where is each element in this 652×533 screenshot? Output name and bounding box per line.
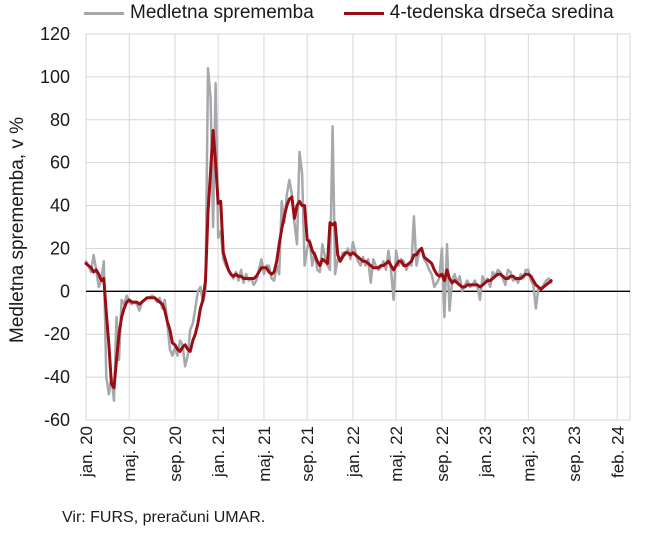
- series-lines: [84, 67, 553, 402]
- x-tick-label: sep. 20: [166, 426, 185, 482]
- y-tick-label: -60: [44, 410, 70, 430]
- x-tick-label: sep. 21: [298, 426, 317, 482]
- y-tick-label: 100: [40, 67, 70, 87]
- tick-labels: -60 -40 -20 0 20 40 60 80 100 120 jan. 20 maj. 20 se…: [40, 24, 627, 482]
- y-tick-label: 80: [50, 110, 70, 130]
- source-note: Vir: FURS, preračuni UMAR.: [62, 509, 266, 526]
- x-tick-label: maj. 23: [519, 426, 538, 482]
- y-tick-label: 120: [40, 24, 70, 44]
- y-axis-label: Medletna sprememba, v %: [7, 117, 28, 343]
- legend-item-drseca: 4-tedenska drseča sredina: [343, 2, 614, 24]
- y-tick-label: -40: [44, 367, 70, 387]
- legend-swatch-red: [343, 11, 384, 15]
- legend-swatch-gray: [84, 11, 124, 15]
- x-tick-label: sep. 23: [565, 426, 584, 482]
- x-tick-label: jan. 23: [476, 426, 495, 478]
- plot-area: [86, 34, 630, 420]
- y-tick-label: 20: [50, 238, 70, 258]
- legend-label-drseca: 4-tedenska drseča sredina: [389, 2, 614, 23]
- legend-item-medletna: Medletna sprememba: [84, 2, 314, 24]
- y-tick-label: 0: [60, 281, 70, 301]
- x-tick-label: maj. 21: [255, 426, 274, 482]
- x-tick-label: jan. 21: [209, 426, 228, 478]
- y-tick-label: 40: [50, 196, 70, 216]
- series-line-drseca: [84, 129, 553, 390]
- x-tick-label: maj. 20: [120, 426, 139, 482]
- axes: [85, 33, 631, 421]
- x-tick-label: maj. 22: [387, 426, 406, 482]
- legend-label-medletna: Medletna sprememba: [130, 2, 314, 23]
- y-tick-label: 60: [50, 153, 70, 173]
- plot-frame: [85, 33, 631, 421]
- x-tick-label: sep. 22: [433, 426, 452, 482]
- y-tick-label: -20: [44, 324, 70, 344]
- x-tick-label: jan. 22: [344, 426, 363, 478]
- x-tick-label: jan. 20: [77, 426, 96, 478]
- x-tick-label: feb. 24: [608, 426, 627, 478]
- legend: Medletna sprememba 4-tedenska drseča sre…: [84, 2, 644, 24]
